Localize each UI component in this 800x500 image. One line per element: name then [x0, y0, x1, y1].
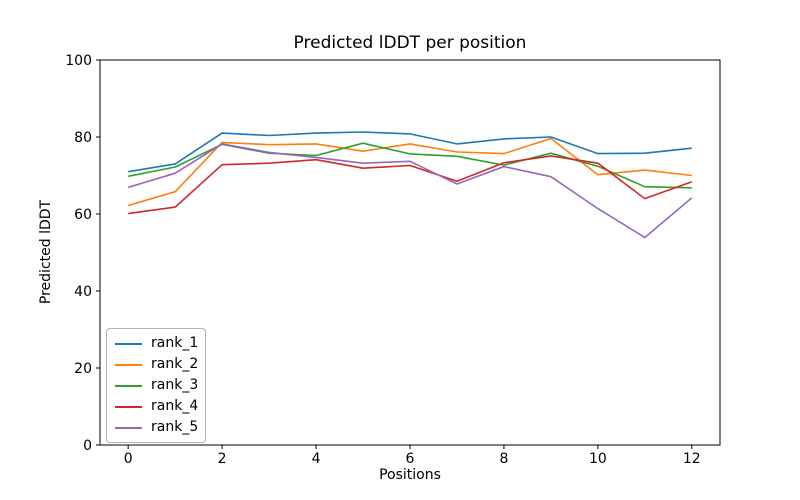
y-tick-label: 20 [74, 361, 92, 377]
legend-line-swatch [115, 384, 142, 387]
x-axis-label: Positions [379, 467, 441, 483]
y-tick-label: 40 [74, 284, 92, 300]
series-line-rank_5 [127, 143, 693, 239]
series-line-rank_4 [128, 155, 693, 215]
legend-label: rank_3 [151, 377, 199, 393]
legend-line-swatch [115, 342, 142, 345]
x-tick-label: 8 [499, 451, 508, 467]
x-tick-label: 2 [218, 451, 227, 467]
legend-line-swatch [115, 426, 142, 429]
y-tick-label: 0 [83, 438, 92, 454]
legend: rank_1 rank_2 rank_3 rank_4 rank_5 [106, 328, 206, 443]
x-tick-label: 0 [124, 451, 133, 467]
x-tick-label: 4 [312, 451, 321, 467]
chart-title: Predicted lDDT per position [293, 33, 527, 53]
y-tick-label: 80 [74, 130, 92, 146]
y-tick-label: 60 [74, 207, 92, 223]
y-tick-label: 100 [65, 53, 92, 69]
legend-label: rank_1 [151, 335, 199, 351]
legend-label: rank_5 [151, 419, 199, 435]
y-axis-label: Predicted lDDT [38, 199, 54, 305]
legend-item-rank_1: rank_1 [107, 333, 205, 354]
x-tick-label: 10 [589, 451, 607, 467]
legend-item-rank_3: rank_3 [107, 375, 205, 396]
x-tick-label: 12 [683, 451, 701, 467]
legend-label: rank_4 [151, 398, 199, 414]
legend-line-swatch [115, 363, 142, 366]
series-line-rank_1 [128, 131, 692, 173]
legend-item-rank_4: rank_4 [107, 396, 205, 417]
legend-item-rank_5: rank_5 [107, 417, 205, 438]
x-tick-label: 6 [406, 451, 415, 467]
legend-item-rank_2: rank_2 [107, 354, 205, 375]
series-line-rank_2 [127, 137, 692, 207]
legend-label: rank_2 [151, 356, 199, 372]
legend-line-swatch [115, 405, 142, 408]
